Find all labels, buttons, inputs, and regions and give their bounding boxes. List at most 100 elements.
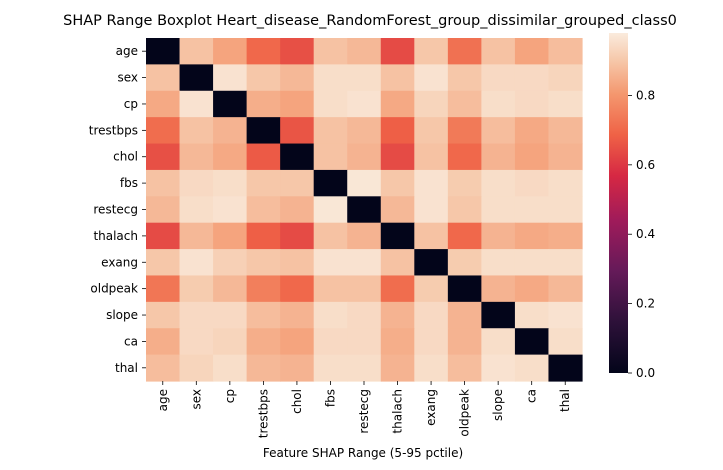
heatmap-cell-cp-thalach: [380, 90, 415, 118]
heatmap-cell-age-oldpeak: [447, 38, 482, 65]
heatmap-cell-exang-trestbps: [246, 249, 281, 277]
heatmap-cell-sex-restecg: [347, 64, 382, 92]
heatmap-cell-fbs-sex: [179, 169, 214, 197]
heatmap-cell-oldpeak-sex: [179, 275, 214, 303]
heatmap-cell-ca-oldpeak: [447, 328, 482, 356]
heatmap-cell-exang-ca: [514, 249, 550, 277]
heatmap-cell-oldpeak-chol: [280, 275, 315, 303]
heatmap-cell-thal-restecg: [347, 354, 382, 382]
heatmap-cell-exang-cp: [213, 249, 248, 277]
heatmap-cell-fbs-chol: [280, 169, 315, 197]
heatmap-cell-fbs-slope: [481, 169, 516, 197]
heatmap-cell-thal-slope: [481, 354, 516, 382]
heatmap-cell-thal-exang: [414, 354, 449, 382]
x-axis-label: Feature SHAP Range (5-95 pctile): [263, 446, 463, 460]
heatmap-cell-sex-age: [146, 64, 181, 92]
heatmap-cell-thalach-fbs: [313, 222, 348, 250]
heatmap-cell-age-chol: [280, 38, 315, 65]
y-tick-label: chol: [113, 150, 138, 164]
heatmap-cell-sex-chol: [280, 64, 315, 92]
colorbar-tick-label: 0.2: [636, 297, 655, 311]
x-tick-labels: age sex cp trestbps chol fbs restecg thalach exa…: [156, 381, 572, 438]
heatmap-cell-age-restecg: [347, 38, 382, 65]
heatmap-cell-thal-sex: [179, 354, 214, 382]
heatmap-cell-cp-ca: [514, 90, 550, 118]
heatmap-cell-age-cp: [213, 38, 248, 65]
heatmap-cell-chol-trestbps: [246, 143, 281, 171]
heatmap-cell-thalach-chol: [280, 222, 315, 250]
heatmap-cell-chol-age: [146, 143, 181, 171]
heatmap-cell-ca-restecg: [347, 328, 382, 356]
heatmap-cell-trestbps-oldpeak: [447, 117, 482, 145]
heatmap-cell-chol-restecg: [347, 143, 382, 171]
heatmap-cell-trestbps-thalach: [380, 117, 415, 145]
y-tick-label: exang: [101, 255, 138, 269]
heatmap-cell-exang-restecg: [347, 249, 382, 277]
heatmap-cell-ca-thal: [548, 328, 583, 356]
chart-title: SHAP Range Boxplot Heart_disease_RandomF…: [63, 13, 677, 29]
y-tick-label: restecg: [93, 203, 138, 217]
heatmap-cell-oldpeak-ca: [514, 275, 550, 303]
heatmap-cell-chol-thal: [548, 143, 583, 171]
heatmap-cells: [146, 38, 583, 382]
heatmap-cell-fbs-fbs: [313, 169, 348, 197]
heatmap-cell-oldpeak-cp: [213, 275, 248, 303]
heatmap-cell-chol-thalach: [380, 143, 415, 171]
heatmap-cell-thalach-restecg: [347, 222, 382, 250]
heatmap-cell-thal-thalach: [380, 354, 415, 382]
colorbar-tick-label: 0.4: [636, 227, 655, 241]
y-tick-label: fbs: [120, 176, 138, 190]
heatmap-cell-thalach-trestbps: [246, 222, 281, 250]
colorbar-tick-label: 0.8: [636, 88, 655, 102]
heatmap-cell-thalach-cp: [213, 222, 248, 250]
heatmap-cell-chol-sex: [179, 143, 214, 171]
y-tick-label: sex: [117, 71, 138, 85]
heatmap-cell-sex-fbs: [313, 64, 348, 92]
x-tick-label: ca: [525, 389, 539, 403]
heatmap-cell-age-trestbps: [246, 38, 281, 65]
x-tick-label: slope: [491, 389, 505, 421]
heatmap-cell-ca-trestbps: [246, 328, 281, 356]
heatmap-cell-exang-exang: [414, 249, 449, 277]
heatmap-cell-oldpeak-age: [146, 275, 181, 303]
heatmap-cell-slope-oldpeak: [447, 301, 482, 329]
y-tick-label: thalach: [93, 229, 138, 243]
x-tick-label: cp: [223, 389, 237, 403]
heatmap-cell-restecg-oldpeak: [447, 196, 482, 224]
heatmap-cell-trestbps-exang: [414, 117, 449, 145]
heatmap-cell-trestbps-slope: [481, 117, 516, 145]
heatmap-cell-cp-sex: [179, 90, 214, 118]
heatmap-cell-thal-fbs: [313, 354, 348, 382]
heatmap-cell-trestbps-restecg: [347, 117, 382, 145]
heatmap-cell-exang-sex: [179, 249, 214, 277]
heatmap-cell-thal-thal: [548, 354, 583, 382]
heatmap-cell-slope-ca: [514, 301, 550, 329]
heatmap-cell-restecg-fbs: [313, 196, 348, 224]
heatmap-cell-exang-oldpeak: [447, 249, 482, 277]
heatmap-cell-thalach-slope: [481, 222, 516, 250]
heatmap-cell-exang-chol: [280, 249, 315, 277]
heatmap-cell-trestbps-cp: [213, 117, 248, 145]
heatmap-cell-chol-chol: [280, 143, 315, 171]
x-tick-label: thal: [558, 389, 572, 412]
heatmap-cell-exang-slope: [481, 249, 516, 277]
heatmap-cell-oldpeak-exang: [414, 275, 449, 303]
heatmap-cell-trestbps-thal: [548, 117, 583, 145]
y-tick-label: ca: [124, 334, 138, 348]
heatmap-cell-thalach-ca: [514, 222, 550, 250]
heatmap-cell-restecg-slope: [481, 196, 516, 224]
heatmap-cell-trestbps-chol: [280, 117, 315, 145]
heatmap-cell-thalach-sex: [179, 222, 214, 250]
heatmap-cell-exang-thalach: [380, 249, 415, 277]
heatmap-cell-thal-trestbps: [246, 354, 281, 382]
heatmap-cell-cp-exang: [414, 90, 449, 118]
heatmap-cell-thal-ca: [514, 354, 550, 382]
heatmap-cell-slope-cp: [213, 301, 248, 329]
heatmap-cell-fbs-oldpeak: [447, 169, 482, 197]
heatmap-cell-sex-thalach: [380, 64, 415, 92]
heatmap-cell-restecg-trestbps: [246, 196, 281, 224]
heatmap-cell-cp-trestbps: [246, 90, 281, 118]
heatmap-cell-fbs-exang: [414, 169, 449, 197]
heatmap-cell-sex-cp: [213, 64, 248, 92]
